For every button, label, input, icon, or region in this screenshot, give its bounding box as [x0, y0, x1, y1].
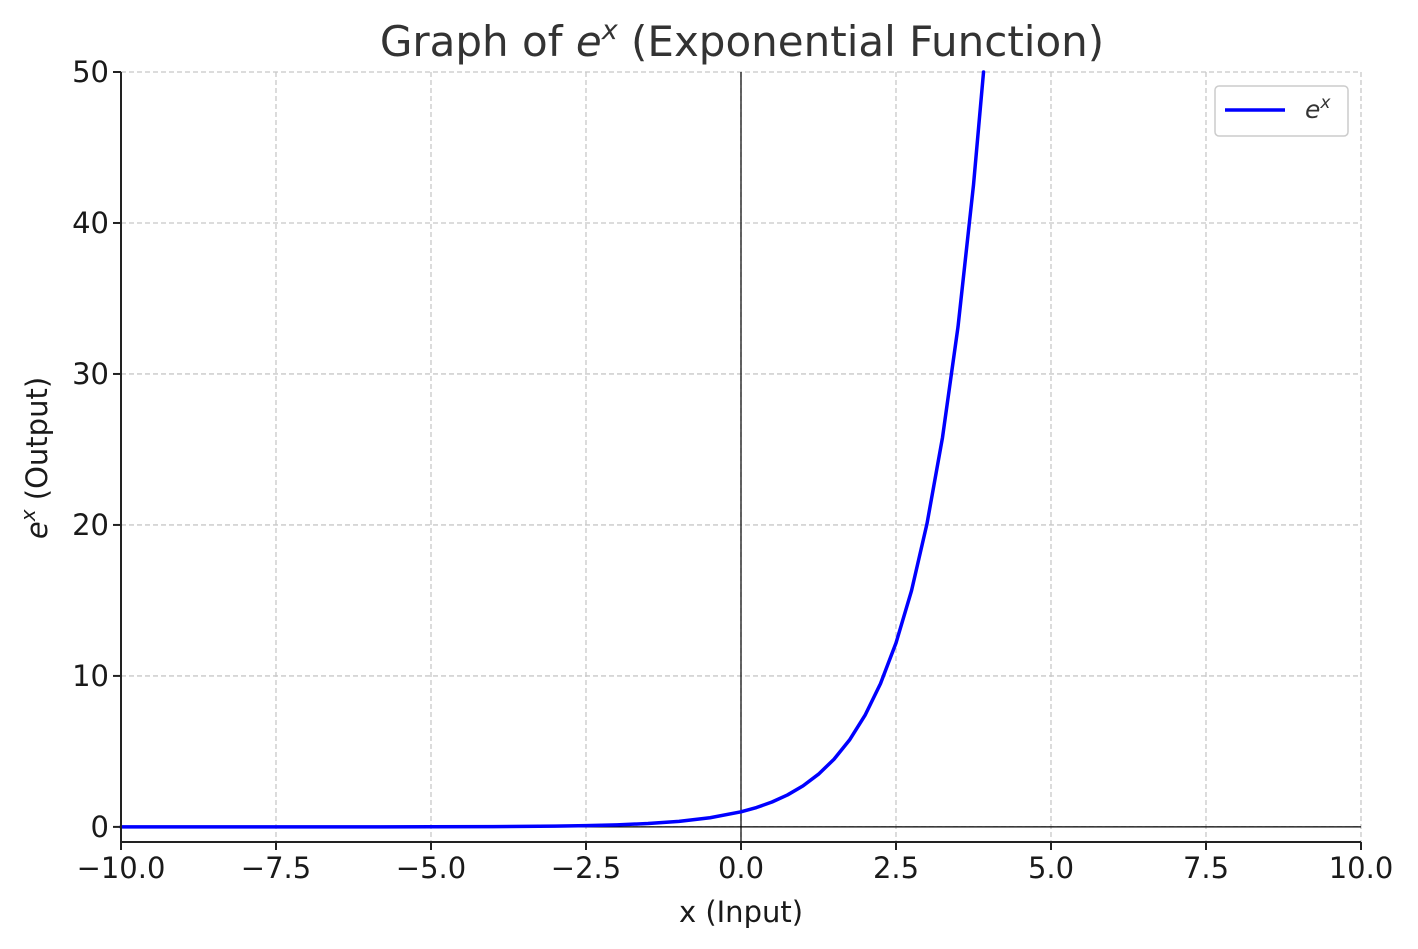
chart-title: Graph of ex (Exponential Function): [380, 15, 1104, 66]
x-tick-label: −2.5: [551, 851, 621, 885]
x-tick-label: 10.0: [1329, 851, 1394, 885]
x-ticks: −10.0 −7.5 −5.0 −2.5 0.0 2.5 5.0 7.5 10.0: [77, 842, 1394, 885]
y-tick-label: 40: [72, 206, 109, 240]
chart-title-suffix: (Exponential Function): [618, 17, 1105, 66]
y-axis-label: ex (Output): [16, 377, 54, 539]
chart-title-prefix: Graph of: [380, 17, 576, 66]
y-axis-label-base: e: [20, 521, 54, 539]
y-tick-label: 50: [72, 55, 109, 89]
series-layer: [119, 70, 986, 829]
x-tick-label: −7.5: [241, 851, 311, 885]
y-tick-label: 20: [72, 508, 109, 542]
y-axis-label-suffix: (Output): [20, 377, 54, 510]
legend-label-sup: x: [1319, 93, 1331, 113]
x-tick-label: 7.5: [1183, 851, 1229, 885]
legend-label-base: e: [1305, 95, 1320, 124]
y-tick-label: 30: [72, 357, 109, 391]
chart-title-sup: x: [601, 15, 619, 46]
y-tick-label: 0: [91, 810, 109, 844]
y-ticks: 0 10 20 30 40 50: [72, 55, 121, 844]
x-axis-label: x (Input): [679, 895, 803, 929]
x-tick-label: 2.5: [873, 851, 919, 885]
x-tick-label: −10.0: [77, 851, 166, 885]
legend: ex: [1214, 85, 1349, 137]
x-tick-label: −5.0: [396, 851, 466, 885]
legend-label: ex: [1305, 93, 1331, 124]
x-tick-label: 5.0: [1028, 851, 1074, 885]
y-axis-label-sup: x: [16, 509, 40, 522]
series-line-ex: [119, 70, 986, 829]
chart-title-base: e: [576, 17, 602, 66]
x-tick-label: 0.0: [718, 851, 764, 885]
y-tick-label: 10: [72, 659, 109, 693]
